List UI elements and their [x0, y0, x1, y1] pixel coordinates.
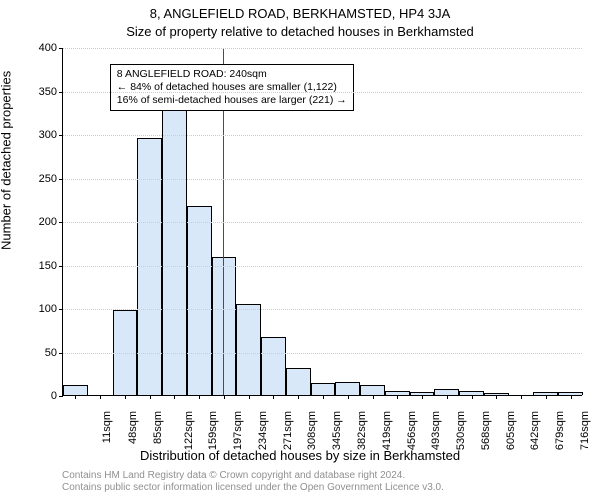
xtick-mark [199, 395, 200, 399]
histogram-bar [261, 337, 286, 395]
grid-line [63, 266, 582, 267]
xtick-label: 308sqm [307, 411, 319, 450]
grid-line [63, 179, 582, 180]
xtick-mark [447, 395, 448, 399]
histogram-bar [63, 385, 88, 395]
ytick-label: 250 [39, 173, 63, 185]
histogram-bar [187, 206, 212, 395]
xtick-mark [571, 395, 572, 399]
xtick-label: 85sqm [152, 411, 164, 444]
xtick-mark [472, 395, 473, 399]
address-title: 8, ANGLEFIELD ROAD, BERKHAMSTED, HP4 3JA [0, 6, 600, 21]
xtick-label: 605sqm [505, 411, 517, 450]
xtick-label: 456sqm [406, 411, 418, 450]
xtick-label: 382sqm [356, 411, 368, 450]
xtick-mark [273, 395, 274, 399]
xtick-mark [174, 395, 175, 399]
xtick-mark [348, 395, 349, 399]
histogram-bar [360, 385, 385, 395]
xtick-mark [422, 395, 423, 399]
histogram-bar [236, 304, 261, 395]
xtick-label: 271sqm [282, 411, 294, 450]
annotation-box: 8 ANGLEFIELD ROAD: 240sqm ← 84% of detac… [110, 64, 354, 111]
xtick-label: 197sqm [232, 411, 244, 450]
xtick-label: 679sqm [554, 411, 566, 450]
xtick-mark [150, 395, 151, 399]
xtick-label: 716sqm [579, 411, 591, 450]
ytick-label: 150 [39, 260, 63, 272]
xtick-label: 159sqm [208, 411, 220, 450]
histogram-bar [137, 138, 162, 395]
y-axis-label: Number of detached properties [0, 71, 14, 250]
xtick-mark [249, 395, 250, 399]
ytick-label: 350 [39, 86, 63, 98]
ytick-label: 200 [39, 216, 63, 228]
xtick-label: 48sqm [127, 411, 139, 444]
ytick-label: 0 [51, 390, 63, 402]
credits-line2: Contains public sector information licen… [62, 482, 582, 494]
annotation-line3: 16% of semi-detached houses are larger (… [117, 94, 347, 107]
xtick-mark [125, 395, 126, 399]
histogram-bar [311, 383, 336, 395]
grid-line [63, 353, 582, 354]
ytick-label: 50 [45, 347, 63, 359]
xtick-label: 122sqm [183, 411, 195, 450]
grid-line [63, 48, 582, 49]
xtick-label: 419sqm [381, 411, 393, 450]
histogram-bar [286, 368, 311, 395]
xtick-label: 493sqm [430, 411, 442, 450]
xtick-label: 234sqm [257, 411, 269, 450]
credits: Contains HM Land Registry data © Crown c… [62, 470, 582, 494]
ytick-label: 100 [39, 303, 63, 315]
chart-subtitle: Size of property relative to detached ho… [0, 24, 600, 39]
xtick-mark [496, 395, 497, 399]
xtick-label: 345sqm [331, 411, 343, 450]
grid-line [63, 309, 582, 310]
xtick-mark [224, 395, 225, 399]
xtick-label: 11sqm [102, 411, 114, 443]
histogram-bar [335, 382, 360, 395]
grid-line [63, 222, 582, 223]
ytick-label: 400 [39, 42, 63, 54]
xtick-label: 530sqm [455, 411, 467, 450]
xtick-mark [100, 395, 101, 399]
xtick-mark [521, 395, 522, 399]
grid-line [63, 92, 582, 93]
xtick-mark [373, 395, 374, 399]
histogram-plot: 8 ANGLEFIELD ROAD: 240sqm ← 84% of detac… [62, 48, 582, 396]
grid-line [63, 135, 582, 136]
ytick-label: 300 [39, 129, 63, 141]
xtick-mark [323, 395, 324, 399]
xtick-label: 568sqm [480, 411, 492, 450]
xtick-mark [75, 395, 76, 399]
xtick-mark [397, 395, 398, 399]
xtick-mark [298, 395, 299, 399]
credits-line1: Contains HM Land Registry data © Crown c… [62, 470, 582, 482]
xtick-label: 642sqm [529, 411, 541, 450]
annotation-line1: 8 ANGLEFIELD ROAD: 240sqm [117, 68, 347, 81]
xtick-mark [546, 395, 547, 399]
x-axis-label: Distribution of detached houses by size … [0, 448, 600, 463]
